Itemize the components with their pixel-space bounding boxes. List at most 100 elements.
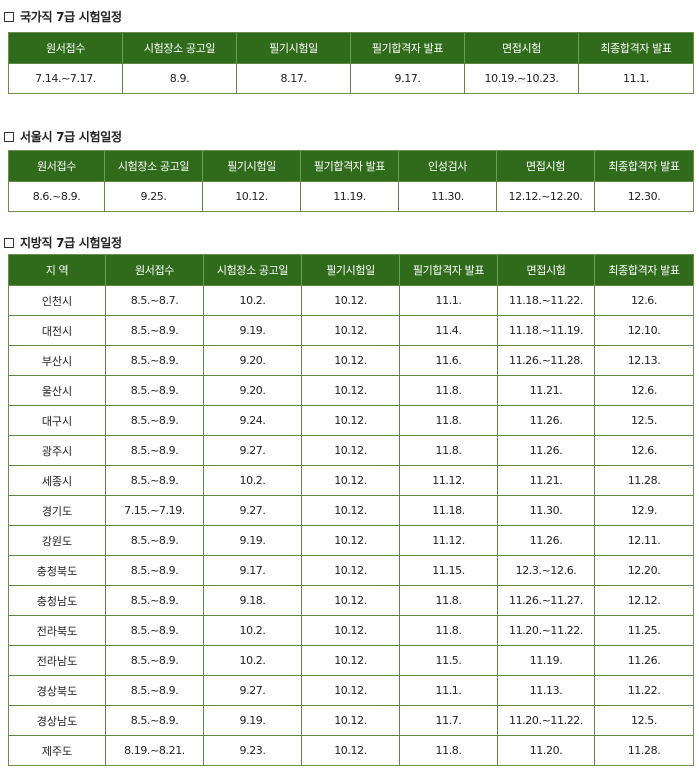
- table-cell: 11.12.: [400, 525, 498, 555]
- table-cell: 9.18.: [204, 585, 302, 615]
- table-cell: 9.20.: [204, 375, 302, 405]
- table-cell: 11.19.: [301, 181, 399, 211]
- table-row: 전라남도 8.5.~8.9. 10.2. 10.12. 11.5. 11.19. 11.26…: [9, 645, 693, 675]
- table-header-row: 원서접수 시험장소 공고일 필기시험일 필기합격자 발표 면접시험 최종합격자 …: [9, 33, 693, 63]
- table-cell: 11.19.: [498, 645, 595, 675]
- table-cell: 11.25.: [595, 615, 693, 645]
- table-cell: 12.5.: [595, 705, 693, 735]
- table-cell: 10.12.: [302, 525, 400, 555]
- table-row: 충청남도 8.5.~8.9. 9.18. 10.12. 11.8. 11.26.~11.2…: [9, 585, 693, 615]
- column-header: 원서접수: [9, 33, 123, 63]
- table-row: 대전시 8.5.~8.9. 9.19. 10.12. 11.4. 11.18.~11.19…: [9, 315, 693, 345]
- table-cell: 8.6.~8.9.: [9, 181, 105, 211]
- table-cell: 12.12.: [595, 585, 693, 615]
- table-cell: 12.3.~12.6.: [498, 555, 595, 585]
- table-cell: 12.12.~12.20.: [497, 181, 595, 211]
- table-row: 경상남도 8.5.~8.9. 9.19. 10.12. 11.7. 11.20.~11.2…: [9, 705, 693, 735]
- table-cell: 11.20.: [498, 735, 595, 765]
- seoul-title: 서울시 7급 시험일정: [20, 130, 122, 144]
- table-cell: 11.26.: [498, 405, 595, 435]
- table-cell: 8.5.~8.9.: [106, 345, 204, 375]
- column-header: 필기합격자 발표: [400, 255, 498, 285]
- column-header: 필기시험일: [203, 151, 301, 181]
- region-cell: 충청남도: [9, 585, 106, 615]
- table-cell: 9.17.: [204, 555, 302, 585]
- table-cell: 7.15.~7.19.: [106, 495, 204, 525]
- table-cell: 11.6.: [400, 345, 498, 375]
- table-cell: 10.12.: [302, 615, 400, 645]
- column-header: 면접시험: [498, 255, 595, 285]
- table-cell: 11.18.~11.19.: [498, 315, 595, 345]
- column-header: 시험장소 공고일: [123, 33, 237, 63]
- table-cell: 10.2.: [204, 645, 302, 675]
- table-row: 전라북도 8.5.~8.9. 10.2. 10.12. 11.8. 11.20.~11.2…: [9, 615, 693, 645]
- table-cell: 11.8.: [400, 735, 498, 765]
- table-cell: 11.12.: [400, 465, 498, 495]
- table-header-row: 지 역 원서접수 시험장소 공고일 필기시험일 필기합격자 발표 면접시험 최종…: [9, 255, 693, 285]
- table-cell: 8.5.~8.9.: [106, 405, 204, 435]
- table-cell: 11.26.: [595, 645, 693, 675]
- region-cell: 강원도: [9, 525, 106, 555]
- table-row: 제주도 8.19.~8.21. 9.23. 10.12. 11.8. 11.20. 11.2…: [9, 735, 693, 765]
- table-cell: 11.26.~11.28.: [498, 345, 595, 375]
- table-cell: 8.5.~8.9.: [106, 435, 204, 465]
- table-cell: 12.10.: [595, 315, 693, 345]
- local-section-title: 지방직 7급 시험일정: [4, 234, 122, 251]
- national-title: 국가직 7급 시험일정: [20, 10, 122, 24]
- region-cell: 광주시: [9, 435, 106, 465]
- table-cell: 9.20.: [204, 345, 302, 375]
- table-cell: 11.4.: [400, 315, 498, 345]
- table-cell: 9.27.: [204, 435, 302, 465]
- table-cell: 11.30.: [498, 495, 595, 525]
- table-cell: 11.20.~11.22.: [498, 615, 595, 645]
- column-header: 원서접수: [106, 255, 204, 285]
- table-cell: 11.15.: [400, 555, 498, 585]
- table-cell: 11.26.: [498, 435, 595, 465]
- table-cell: 12.6.: [595, 375, 693, 405]
- region-cell: 전라북도: [9, 615, 106, 645]
- table-cell: 11.7.: [400, 705, 498, 735]
- table-row: 강원도 8.5.~8.9. 9.19. 10.12. 11.12. 11.26. 12.11…: [9, 525, 693, 555]
- region-cell: 대전시: [9, 315, 106, 345]
- table-row: 광주시 8.5.~8.9. 9.27. 10.12. 11.8. 11.26. 12.6.: [9, 435, 693, 465]
- table-cell: 11.8.: [400, 585, 498, 615]
- table-cell: 9.24.: [204, 405, 302, 435]
- column-header: 시험장소 공고일: [105, 151, 203, 181]
- table-cell: 10.12.: [302, 675, 400, 705]
- table-cell: 10.12.: [203, 181, 301, 211]
- national-section-title: 국가직 7급 시험일정: [4, 8, 122, 25]
- region-cell: 세종시: [9, 465, 106, 495]
- table-row: 충청북도 8.5.~8.9. 9.17. 10.12. 11.15. 12.3.~12.6…: [9, 555, 693, 585]
- column-header: 필기합격자 발표: [351, 33, 465, 63]
- table-row: 경상북도 8.5.~8.9. 9.27. 10.12. 11.1. 11.13. 11.22…: [9, 675, 693, 705]
- column-header: 면접시험: [497, 151, 595, 181]
- local-schedule-table: 지 역 원서접수 시험장소 공고일 필기시험일 필기합격자 발표 면접시험 최종…: [8, 254, 694, 766]
- table-cell: 8.5.~8.7.: [106, 285, 204, 315]
- table-cell: 9.27.: [204, 675, 302, 705]
- table-cell: 11.21.: [498, 465, 595, 495]
- column-header: 지 역: [9, 255, 106, 285]
- table-cell: 8.5.~8.9.: [106, 375, 204, 405]
- table-cell: 8.19.~8.21.: [106, 735, 204, 765]
- table-cell: 9.19.: [204, 705, 302, 735]
- table-cell: 11.1.: [400, 285, 498, 315]
- table-cell: 9.17.: [351, 63, 465, 93]
- column-header: 필기시험일: [302, 255, 400, 285]
- table-cell: 7.14.~7.17.: [9, 63, 123, 93]
- table-row: 8.6.~8.9. 9.25. 10.12. 11.19. 11.30. 12.…: [9, 181, 693, 211]
- table-cell: 10.12.: [302, 345, 400, 375]
- table-cell: 10.12.: [302, 375, 400, 405]
- table-row: 인천시 8.5.~8.7. 10.2. 10.12. 11.1. 11.18.~11.22…: [9, 285, 693, 315]
- local-title: 지방직 7급 시험일정: [20, 236, 122, 250]
- table-cell: 10.12.: [302, 735, 400, 765]
- table-cell: 9.19.: [204, 315, 302, 345]
- table-cell: 12.6.: [595, 435, 693, 465]
- region-cell: 경기도: [9, 495, 106, 525]
- table-cell: 10.12.: [302, 705, 400, 735]
- square-bullet-icon: [4, 131, 14, 142]
- table-cell: 8.17.: [237, 63, 351, 93]
- seoul-schedule-table: 원서접수 시험장소 공고일 필기시험일 필기합격자 발표 인성검사 면접시험 최…: [8, 150, 694, 212]
- seoul-section-title: 서울시 7급 시험일정: [4, 128, 122, 145]
- table-cell: 11.13.: [498, 675, 595, 705]
- table-cell: 8.5.~8.9.: [106, 465, 204, 495]
